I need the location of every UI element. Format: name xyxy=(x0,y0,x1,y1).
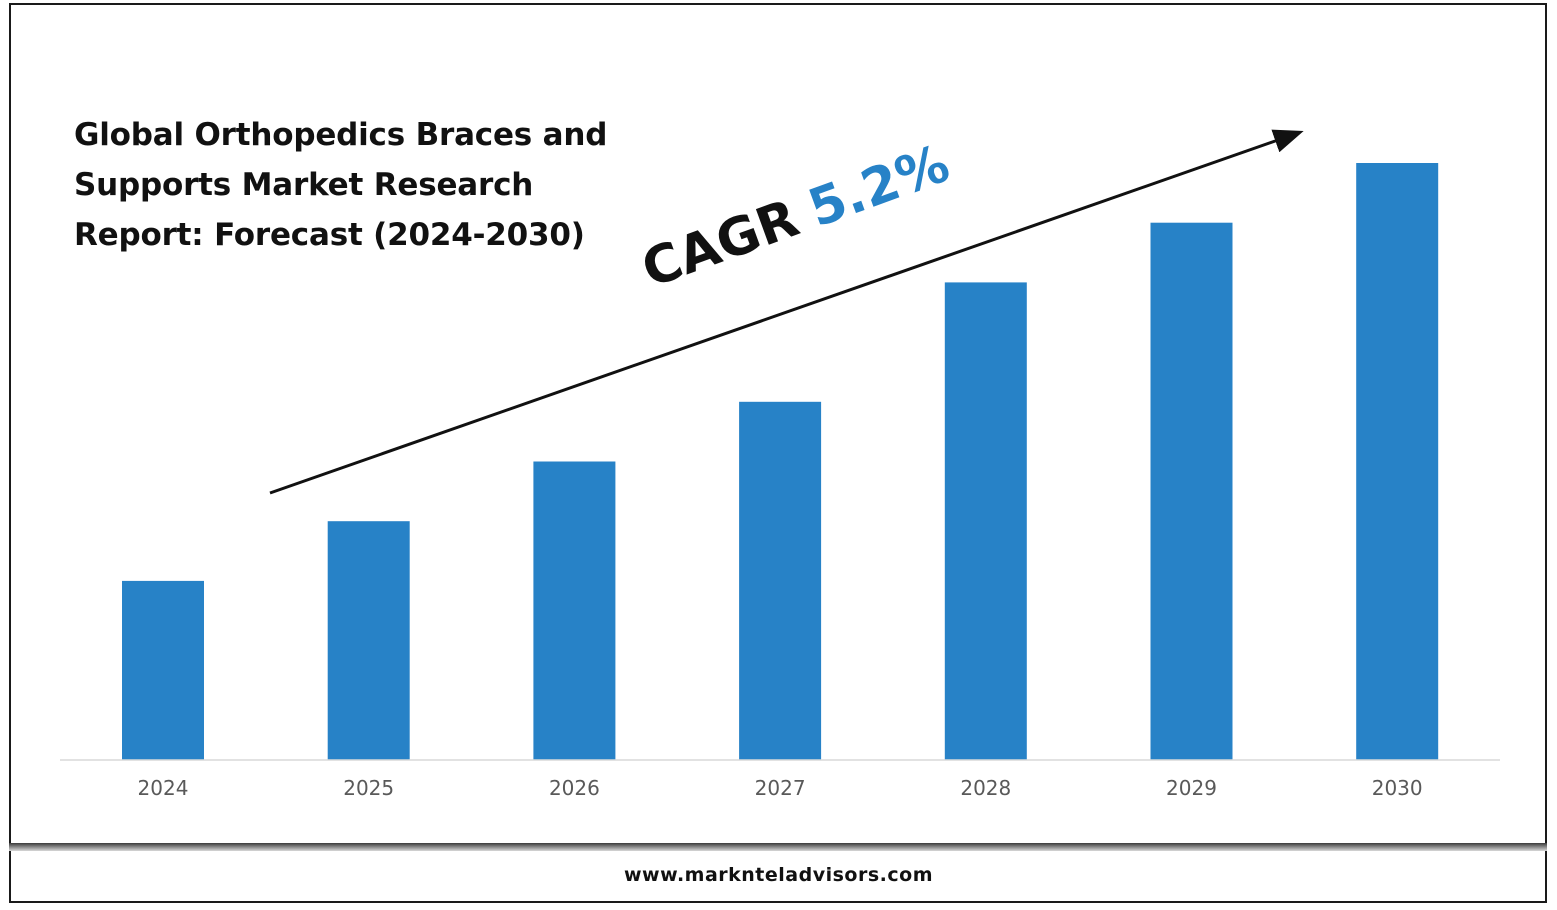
x-tick-label-2024: 2024 xyxy=(138,776,189,800)
bars-group xyxy=(122,163,1439,760)
bar-2024 xyxy=(122,580,204,760)
footer-frame xyxy=(9,851,1547,903)
bar-2029 xyxy=(1150,222,1233,760)
x-tick-label-2028: 2028 xyxy=(960,776,1011,800)
bar-2026 xyxy=(533,461,616,760)
bar-2028 xyxy=(944,282,1027,760)
x-tick-label-2030: 2030 xyxy=(1372,776,1423,800)
title-line-3: Report: Forecast (2024-2030) xyxy=(74,217,585,253)
bar-2025 xyxy=(327,521,410,760)
x-tick-labels: 2024 2025 2026 2027 2028 2029 2030 xyxy=(138,776,1423,800)
chart-title: Global Orthopedics Braces and Supports M… xyxy=(74,110,674,260)
title-line-2: Supports Market Research xyxy=(74,167,534,203)
x-tick-label-2029: 2029 xyxy=(1166,776,1217,800)
bar-2027 xyxy=(739,401,822,760)
website-url: www.marknteladvisors.com xyxy=(624,864,933,886)
frame-shadow xyxy=(9,843,1547,851)
x-tick-label-2027: 2027 xyxy=(755,776,806,800)
x-tick-label-2026: 2026 xyxy=(549,776,600,800)
trend-arrow xyxy=(269,129,1304,495)
bar-2030 xyxy=(1356,163,1439,760)
x-tick-label-2025: 2025 xyxy=(343,776,394,800)
title-line-1: Global Orthopedics Braces and xyxy=(74,117,608,153)
